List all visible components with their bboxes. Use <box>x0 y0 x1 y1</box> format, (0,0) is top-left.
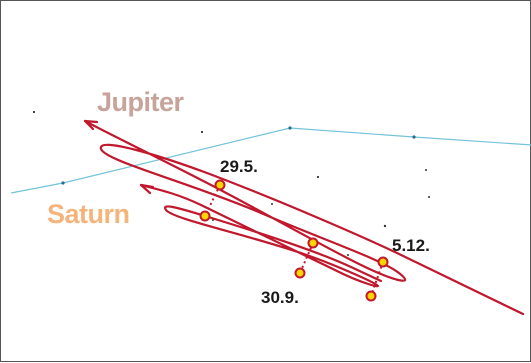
date-label-29-5: 29.5. <box>220 157 258 177</box>
saturn-marker-30-9 <box>296 269 305 278</box>
date-label-30-9: 30.9. <box>261 288 299 308</box>
jupiter-marker-5-12 <box>379 258 388 267</box>
ecliptic-line <box>11 128 531 193</box>
saturn-marker-29-5 <box>201 212 210 221</box>
date-label-5-12: 5.12. <box>392 236 430 256</box>
saturn-marker-5-12 <box>367 292 376 301</box>
jupiter-label: Jupiter <box>97 87 184 118</box>
saturn-path <box>141 185 381 286</box>
position-markers <box>201 181 388 301</box>
jupiter-path <box>85 121 523 314</box>
saturn-label: Saturn <box>47 199 130 230</box>
jupiter-marker-29-5 <box>216 181 225 190</box>
jupiter-marker-30-9 <box>309 239 318 248</box>
